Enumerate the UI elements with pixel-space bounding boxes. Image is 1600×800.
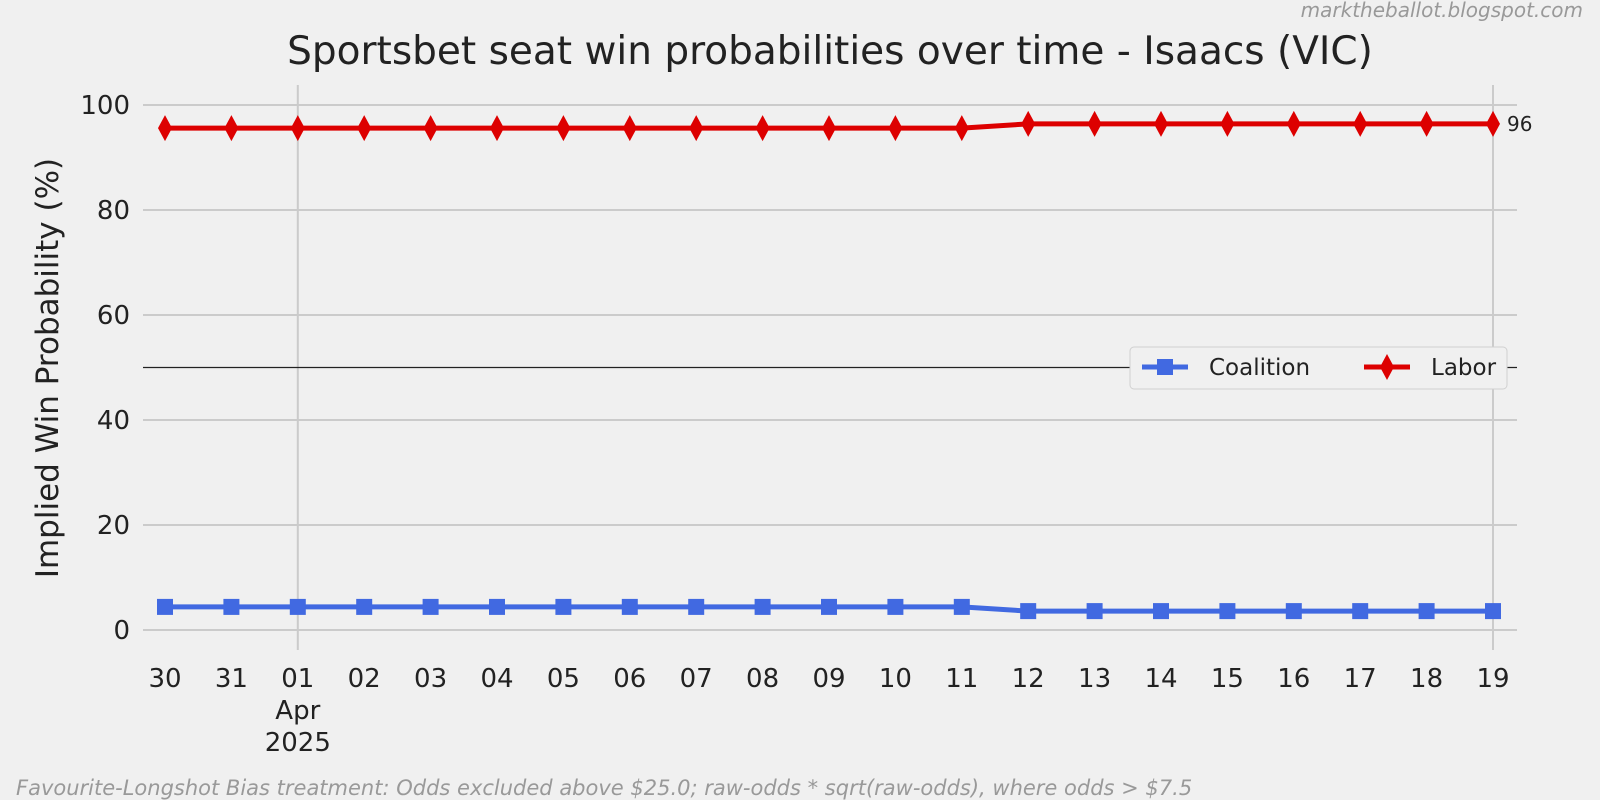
marker	[1021, 110, 1036, 137]
marker	[289, 598, 306, 615]
marker	[1086, 603, 1103, 620]
marker	[423, 115, 438, 142]
marker	[157, 598, 173, 615]
legend-box	[1129, 346, 1508, 390]
y-tick-label: 80	[97, 196, 130, 226]
marker	[1419, 110, 1434, 137]
marker	[688, 598, 705, 615]
footnote: Favourite-Longshot Bias treatment: Odds …	[16, 776, 1192, 800]
x-tick-label: 30	[148, 664, 181, 694]
x-tick-label: 01	[281, 664, 314, 694]
x-tick-label: 17	[1344, 664, 1377, 694]
y-tick-label: 100	[80, 91, 130, 121]
x-tick-label: 15	[1211, 664, 1244, 694]
legend-label: Coalition	[1209, 355, 1310, 381]
marker	[1352, 603, 1369, 620]
marker	[356, 598, 373, 615]
x-tick-label: 12	[1012, 664, 1045, 694]
marker	[489, 598, 505, 615]
y-tick-label: 40	[97, 406, 130, 436]
marker	[754, 598, 771, 615]
chart-title: Sportsbet seat win probabilities over ti…	[287, 29, 1373, 74]
x-tick-label: 03	[414, 664, 447, 694]
y-tick-label: 0	[113, 616, 130, 646]
legend: Coalition Labor	[1129, 346, 1508, 390]
x-tick-label: 31	[215, 664, 248, 694]
marker	[1286, 110, 1301, 137]
y-axis-label: Implied Win Probability (%)	[30, 158, 66, 578]
watermark: marktheballot.blogspot.com	[1301, 0, 1583, 22]
marker	[1157, 359, 1173, 375]
marker	[954, 115, 969, 142]
x-tick-label: 08	[746, 664, 779, 694]
marker	[755, 115, 770, 142]
x-year-label: 2025	[265, 728, 331, 758]
end-label: 96	[1507, 112, 1532, 136]
x-tick-label: 10	[879, 664, 912, 694]
marker	[887, 598, 904, 615]
x-tick-label: 13	[1078, 664, 1111, 694]
marker	[622, 115, 637, 142]
marker	[1418, 603, 1435, 620]
marker	[1087, 110, 1102, 137]
marker	[223, 598, 240, 615]
marker	[1380, 354, 1394, 380]
y-tick-label: 20	[97, 511, 130, 541]
x-tick-label: 11	[945, 664, 978, 694]
marker	[953, 598, 970, 615]
x-tick-label: 05	[547, 664, 580, 694]
marker	[158, 115, 172, 142]
marker	[1285, 603, 1302, 620]
marker	[1485, 603, 1501, 620]
marker	[290, 115, 305, 142]
marker	[555, 598, 572, 615]
x-tick-label: 16	[1277, 664, 1310, 694]
marker	[621, 598, 638, 615]
x-tick-label: 07	[680, 664, 713, 694]
marker	[1020, 603, 1037, 620]
marker	[1219, 603, 1236, 620]
marker	[224, 115, 239, 142]
x-tick-label: 02	[348, 664, 381, 694]
x-tick-label: 18	[1410, 664, 1443, 694]
marker	[689, 115, 704, 142]
x-tick-label: 04	[480, 664, 513, 694]
x-tick-label: 06	[613, 664, 646, 694]
marker	[556, 115, 571, 142]
marker	[1353, 110, 1368, 137]
x-tick-label: 19	[1476, 664, 1509, 694]
marker	[357, 115, 372, 142]
x-month-label: Apr	[275, 696, 320, 726]
legend-label: Labor	[1431, 355, 1497, 381]
marker	[422, 598, 439, 615]
marker	[821, 598, 837, 615]
marker	[1154, 110, 1168, 137]
marker	[1220, 110, 1235, 137]
y-tick-label: 60	[97, 301, 130, 331]
x-tick-label: 14	[1144, 664, 1177, 694]
marker	[888, 115, 903, 142]
marker	[490, 115, 504, 142]
marker	[822, 115, 836, 142]
marker	[1486, 110, 1500, 137]
marker	[1153, 603, 1169, 620]
x-tick-label: 09	[812, 664, 845, 694]
